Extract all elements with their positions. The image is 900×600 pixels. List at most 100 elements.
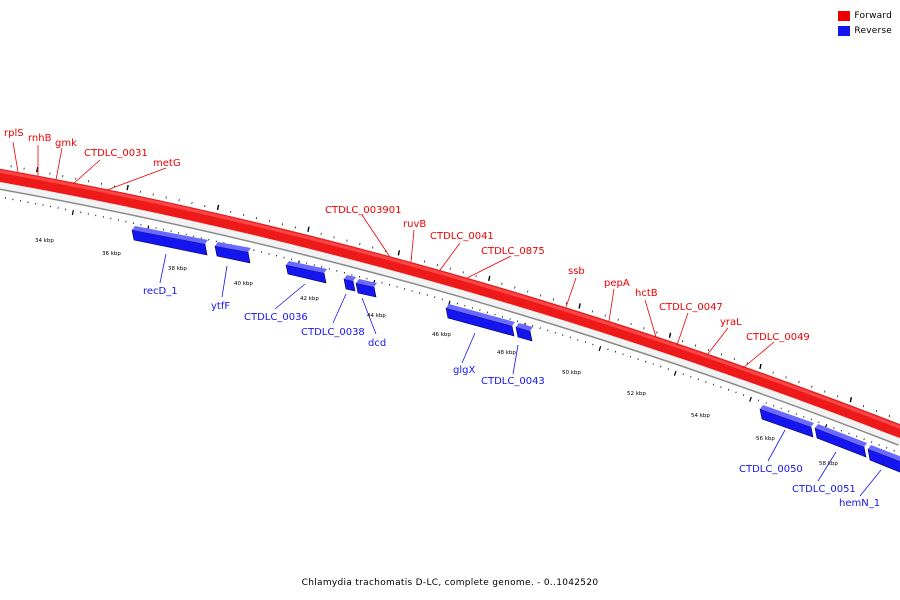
forward-minor-tick [862,405,865,408]
forward-minor-tick [23,167,25,170]
scale-label-52: 52 kbp [627,391,646,397]
scale-label-34: 34 kbp [35,238,54,244]
legend: Forward Reverse [838,8,892,38]
gene-label-CTDLC_0041: CTDLC_0041 [430,231,494,242]
ruler-minor-tick [863,438,865,441]
gene-label-CTDLC_0047: CTDLC_0047 [659,302,723,313]
forward-swatch [838,10,851,21]
ruler-minor-tick [893,449,895,452]
gene-label-gmk: gmk [55,138,77,149]
gene-label-rnhB: rnhB [28,133,52,144]
gene-box-CTDLC_0043-top [516,323,533,331]
gene-box-recD_1-top [132,226,208,244]
forward-minor-tick [720,353,723,356]
gene-label-CTDLC_003901: CTDLC_003901 [325,205,402,216]
forward-minor-tick [152,193,154,196]
forward-minor-tick [875,409,878,413]
ruler-minor-tick [855,435,858,438]
gene-box-hemN_1-top [868,445,900,462]
gene-label-CTDLC_0875: CTDLC_0875 [481,246,545,257]
gene-label-glgX: glgX [453,365,475,376]
forward-minor-tick [798,380,800,384]
forward-minor-tick [100,182,103,185]
gene-box-CTDLC_0050-top [760,405,814,427]
ruler-minor-tick [810,418,812,421]
gene-box-CTDLC_0038-top [344,275,356,281]
forward-minor-tick [811,385,813,388]
gene-label-CTDLC_0051: CTDLC_0051 [792,484,856,495]
scale-label-48: 48 kbp [497,350,516,356]
forward-major-tick [578,303,581,309]
forward-major-tick [36,166,39,173]
ruler-major-tick [673,370,677,376]
reverse-swatch [838,25,851,36]
gene-box-CTDLC_0036 [285,264,327,284]
forward-minor-tick [591,310,593,313]
forward-major-tick [488,275,491,282]
ruler-minor-tick [757,399,760,402]
ruler-minor-tick [765,402,767,404]
ruler-minor-tick [833,426,835,429]
gene-label-yraL: yraL [720,317,742,328]
forward-minor-tick [682,340,684,343]
forward-minor-tick [204,204,206,208]
forward-minor-tick [88,180,90,183]
reverse-gene-labels: recD_1 ytfF CTDLC_0036 CTDLC_0038 dcd gl… [143,286,880,509]
ruler-major-tick [71,210,74,216]
gene-box-glgX-top [446,304,515,326]
forward-minor-tick [824,390,826,393]
reverse-gene-boxes [131,226,900,473]
forward-minor-tick [501,282,503,285]
forward-minor-tick [772,371,774,374]
forward-minor-tick [49,172,51,175]
genome-backbone [0,168,900,446]
ruler-minor-tick [795,413,797,415]
gene-label-CTDLC_0050: CTDLC_0050 [739,464,803,475]
forward-leader-lines [12,141,775,369]
ruler-minor-tick [773,404,775,407]
gene-box-CTDLC_0051-top [815,424,867,447]
forward-minor-tick [552,298,555,301]
gene-label-ytfF: ytfF [211,301,230,312]
gene-label-ssb: ssb [568,266,585,277]
ruler-minor-tick [870,441,873,443]
ruler-minor-tick [818,421,820,424]
forward-minor-tick [785,376,787,379]
forward-major-tick [397,250,401,256]
gene-label-pepA: pepA [604,278,630,289]
forward-minor-tick [604,314,606,317]
forward-minor-tick [75,177,77,180]
forward-major-tick [668,332,672,338]
ruler-minor-tick [848,432,850,435]
forward-minor-tick [475,275,477,278]
scale-label-50: 50 kbp [562,370,581,376]
ruler-minor-tick [803,415,805,418]
forward-minor-tick [527,290,529,293]
forward-minor-tick [359,242,361,246]
gene-box-ytfF-top [215,242,251,252]
gene-label-recD_1: recD_1 [143,286,178,297]
gene-label-hemN_1: hemN_1 [839,498,880,509]
forward-minor-tick [165,196,167,199]
scale-label-54: 54 kbp [691,413,710,419]
forward-major-tick [216,204,220,211]
forward-minor-tick [230,210,232,214]
forward-minor-tick [372,246,374,249]
forward-minor-tick [268,220,271,223]
forward-minor-tick [255,216,258,220]
ruler-minor-tick [840,429,843,432]
scale-label-56: 56 kbp [756,436,775,442]
forward-minor-tick [888,414,890,418]
scale-labels: 34 kbp 36 kbp 38 kbp 40 kbp 42 kbp 44 kb… [35,238,838,467]
ruler-major-tick [598,346,602,352]
scale-label-38: 38 kbp [168,266,187,272]
scale-label-44: 44 kbp [367,313,386,319]
forward-gene-labels: rplS rnhB gmk CTDLC_0031 metG CTDLC_0039… [4,128,810,343]
scale-label-42: 42 kbp [300,296,319,302]
forward-minor-tick [617,318,619,321]
gene-box-dcd-top [356,279,377,287]
forward-minor-tick [320,232,322,236]
genome-caption: Chlamydia trachomatis D-LC, complete gen… [301,578,599,588]
forward-major-tick [759,363,762,370]
ruler-minor-tick [788,410,790,413]
